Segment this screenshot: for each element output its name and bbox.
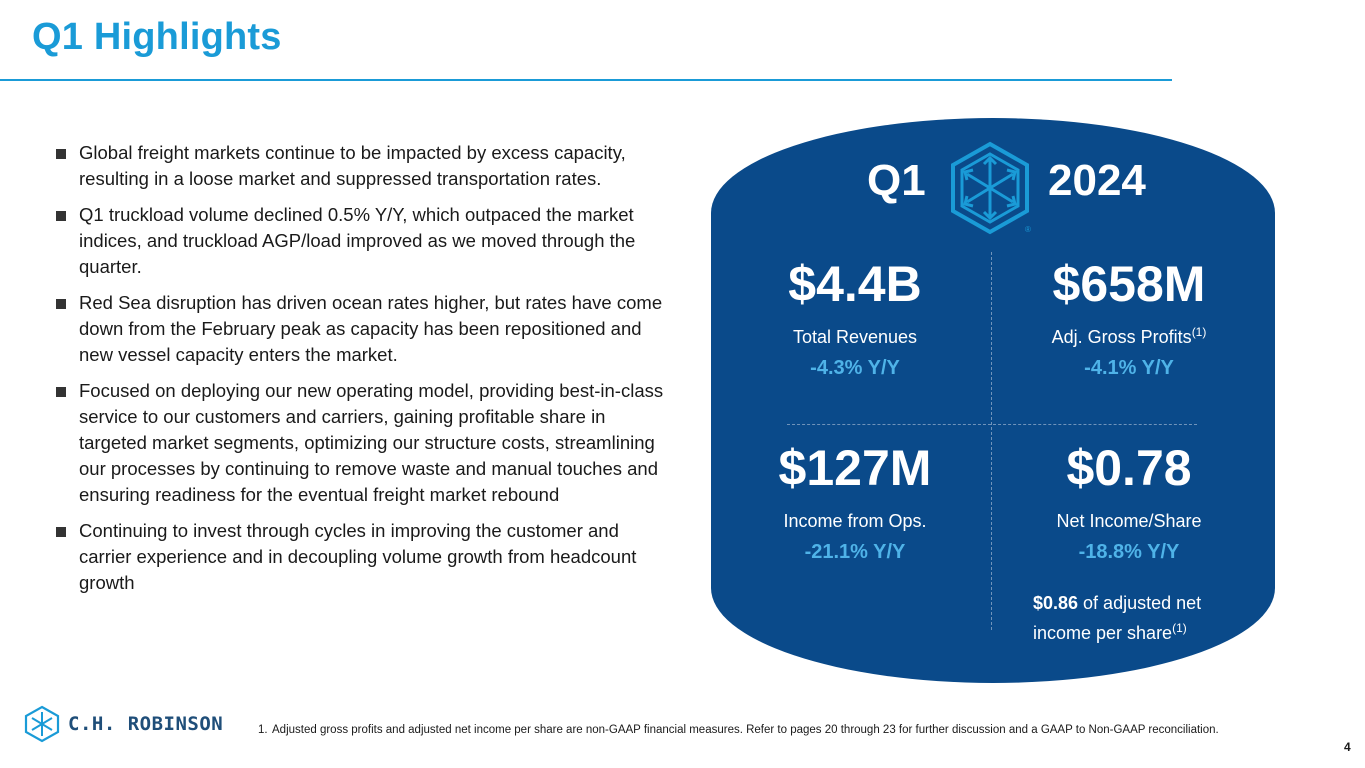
metric-total-revenues: $4.4B Total Revenues -4.3% Y/Y <box>725 256 985 380</box>
brand-name: C.H. ROBINSON <box>68 713 224 735</box>
metric-value: $0.78 <box>1066 440 1192 496</box>
footnote-ref: (1) <box>1172 621 1187 635</box>
footnote-number: 1. <box>258 724 268 736</box>
metric-change: -4.3% Y/Y <box>810 357 900 379</box>
metric-change: -4.1% Y/Y <box>1084 357 1174 379</box>
cube-logo-icon: ® <box>951 141 1031 235</box>
highlights-list: Global freight markets continue to be im… <box>56 140 666 606</box>
slide-title: Q1 Highlights <box>32 16 282 58</box>
registered-mark: ® <box>1025 225 1031 234</box>
adjusted-eps-note: $0.86 of adjusted net income per share(1) <box>1033 593 1202 643</box>
brand-logo: C.H. ROBINSON <box>24 705 224 743</box>
metric-value: $658M <box>1052 256 1206 312</box>
metric-income-from-ops: $127M Income from Ops. -21.1% Y/Y <box>725 440 985 564</box>
metric-label: Net Income/Share <box>1056 511 1202 531</box>
bullet-item: Focused on deploying our new operating m… <box>56 378 666 508</box>
q1-summary-panel: Q1 ® 2024 $4.4B Total Revenues -4.3% Y/Y… <box>711 118 1275 683</box>
footnote: 1. Adjusted gross profits and adjusted n… <box>258 723 1258 737</box>
metric-change: -18.8% Y/Y <box>1078 541 1180 563</box>
bullet-item: Red Sea disruption has driven ocean rate… <box>56 290 666 368</box>
quarter-label: Q1 <box>867 156 926 205</box>
title-divider <box>0 79 1172 81</box>
metric-label: Adj. Gross Profits(1) <box>1051 325 1207 347</box>
vertical-divider <box>991 252 992 630</box>
page-number: 4 <box>1344 740 1351 754</box>
horizontal-divider <box>787 424 1197 425</box>
metric-adj-gross-profits: $658M Adj. Gross Profits(1) -4.1% Y/Y <box>999 256 1259 380</box>
bullet-item: Global freight markets continue to be im… <box>56 140 666 192</box>
bullet-item: Q1 truckload volume declined 0.5% Y/Y, w… <box>56 202 666 280</box>
metric-value: $4.4B <box>788 256 922 312</box>
metric-label: Total Revenues <box>792 327 918 347</box>
metric-change: -21.1% Y/Y <box>804 541 906 563</box>
ch-robinson-cube-icon <box>24 705 60 743</box>
metric-value: $127M <box>778 440 932 496</box>
adjusted-eps-value: $0.86 <box>1033 593 1079 613</box>
metric-label: Income from Ops. <box>783 511 927 531</box>
year-label: 2024 <box>1048 156 1146 205</box>
footnote-text: Adjusted gross profits and adjusted net … <box>272 724 1219 736</box>
bullet-item: Continuing to invest through cycles in i… <box>56 518 666 596</box>
metric-net-income-per-share: $0.78 Net Income/Share -18.8% Y/Y <box>999 440 1259 564</box>
footnote-ref: (1) <box>1191 325 1207 339</box>
